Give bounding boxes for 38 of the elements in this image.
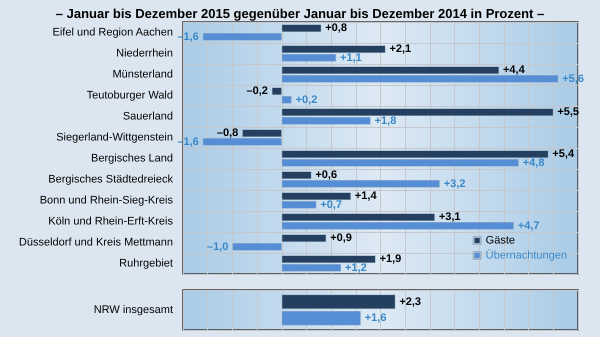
category-label: Münsterland [112, 68, 173, 80]
category-label: Siegerland-Wittgenstein [56, 132, 173, 144]
category-label: Niederrhein [116, 48, 173, 60]
category-label: Bonn und Rhein-Sieg-Kreis [40, 194, 173, 206]
data-label: +0,6 [315, 169, 338, 182]
data-label: +1,2 [345, 262, 367, 274]
data-label: +4,7 [518, 220, 540, 232]
category-label: Bergisches Land [91, 152, 173, 164]
data-label: +2,1 [389, 43, 412, 56]
data-label: +1,8 [374, 114, 396, 127]
data-label: +1,6 [364, 312, 386, 324]
data-label: +0,8 [325, 22, 347, 34]
chart-title: – Januar bis Dezember 2015 gegenüber Januar bis Dezember 2014 in Prozent – [56, 6, 544, 21]
data-label: +1,4 [354, 190, 378, 202]
data-label: +3,2 [444, 178, 466, 190]
data-label: +0,2 [296, 94, 318, 106]
data-label: –0,8 [216, 127, 238, 140]
category-label: Düsseldorf und Kreis Mettmann [18, 236, 173, 248]
data-label: +2,3 [399, 296, 422, 308]
category-label: NRW insgesamt [94, 304, 173, 316]
data-label: –0,2 [246, 85, 268, 98]
category-label: Ruhrgebiet [119, 258, 173, 270]
category-label: Teutoburger Wald [86, 90, 173, 102]
legend-label: Übernachtungen [486, 248, 568, 262]
category-label: Bergisches Städtedreieck [48, 174, 173, 186]
data-label: +0,7 [320, 198, 342, 211]
category-label: Eifel und Region Aachen [52, 26, 173, 38]
data-label: +5,4 [552, 148, 575, 160]
data-label: +1,1 [340, 52, 362, 64]
legend-label: Gäste [486, 234, 516, 246]
category-label: Köln und Rhein-Erft-Kreis [48, 216, 173, 228]
data-label: +1,9 [380, 253, 402, 266]
data-label: +4,8 [522, 156, 544, 169]
category-label: Sauerland [122, 110, 173, 122]
data-label: +3,1 [438, 211, 461, 224]
data-label: +4,4 [503, 64, 526, 76]
data-label: –1,0 [206, 240, 228, 253]
data-label: +0,9 [330, 232, 352, 244]
